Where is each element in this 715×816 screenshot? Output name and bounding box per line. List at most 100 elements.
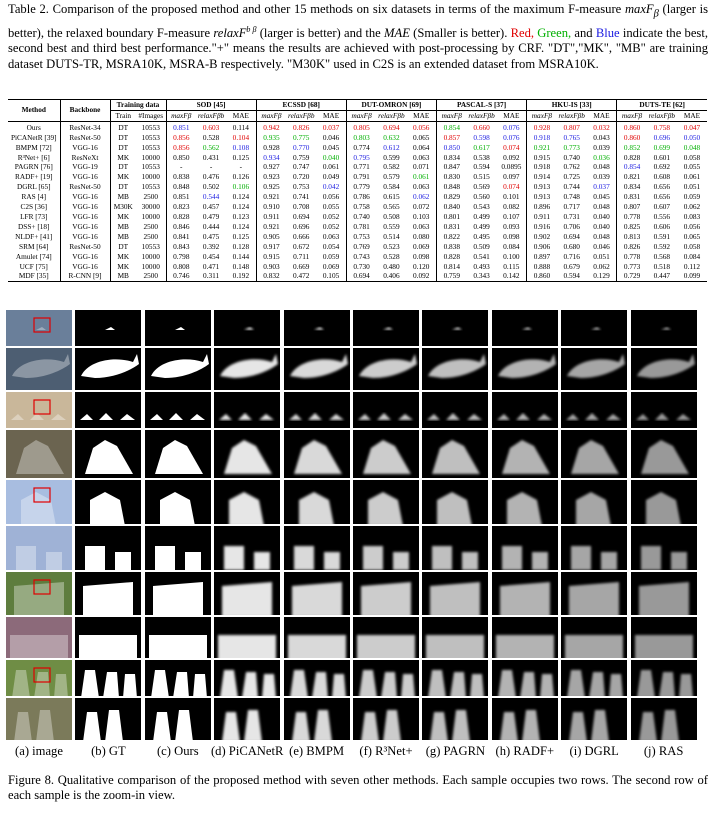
score-cell: 0.047 <box>683 122 701 132</box>
saliency-map <box>144 526 211 570</box>
score-cell: 0.921 <box>526 142 557 153</box>
header-backbone: Backbone <box>59 99 110 122</box>
score-cell: 0.807 <box>563 122 580 132</box>
header-images: #Images <box>136 110 166 122</box>
blue-legend-word: Blue <box>595 26 620 40</box>
score-cell: 0.098 <box>503 231 520 241</box>
method-cell: C2S [36] <box>20 202 48 212</box>
saliency-map <box>561 480 628 524</box>
score-cell: 0.915 <box>526 152 557 163</box>
table-row: DSS+ [18] VGG-16 MB 2500 0.846 0.444 0.124 0.92… <box>8 221 707 232</box>
score-cell: 0.040 <box>593 221 610 231</box>
table-caption: Table 2. Comparison of the proposed meth… <box>8 2 708 71</box>
score-cell: 0.518 <box>653 261 671 271</box>
header-metric: maxFβ <box>165 110 197 122</box>
train-cell: MK <box>109 211 136 222</box>
score-cell: 0.042 <box>322 182 340 192</box>
score-cell: 0.105 <box>316 271 347 283</box>
header-dataset: ECSSD [68] <box>255 99 347 111</box>
method-cell: R³Net+ [6] <box>17 152 50 162</box>
score-cell: 0.832 <box>255 271 287 283</box>
backbone-cell: ResNet-34 <box>59 121 110 133</box>
header-metric: maxFβ <box>255 110 287 122</box>
score-cell: 0.860 <box>616 132 647 143</box>
score-cell: 0.791 <box>345 172 377 183</box>
saliency-map <box>561 392 628 428</box>
images-cell: 2500 <box>136 271 166 283</box>
results-table: Method Backbone Training data SOD [45] E… <box>8 99 707 283</box>
score-cell: 0.471 <box>202 261 220 271</box>
score-cell: 0.092 <box>503 152 520 162</box>
score-cell: 0.106 <box>232 182 250 192</box>
score-cell: 0.069 <box>322 261 340 271</box>
score-cell: 0.108 <box>232 142 250 152</box>
saliency-map <box>75 430 142 478</box>
figure-column-label: (d) PiCANetR <box>210 744 284 758</box>
input-image-thumbnail <box>6 310 72 346</box>
score-cell: 0.854 <box>435 121 467 133</box>
score-cell: 0.725 <box>563 172 580 182</box>
header-metric: MAE <box>676 110 707 122</box>
score-cell: 0.830 <box>435 172 467 183</box>
score-cell: 0.856 <box>165 132 197 143</box>
score-cell: 0.731 <box>563 211 580 221</box>
score-cell: 0.058 <box>683 152 701 162</box>
saliency-map <box>283 480 350 524</box>
score-cell: 0.592 <box>653 241 671 251</box>
images-cell: 10553 <box>141 182 160 192</box>
score-cell: 0.115 <box>503 261 520 271</box>
saliency-map <box>630 617 697 658</box>
score-cell: 0.910 <box>255 202 287 212</box>
score-cell: 0.431 <box>202 152 220 162</box>
score-cell: 0.502 <box>202 182 220 192</box>
input-image-thumbnail <box>6 617 72 658</box>
score-cell: 0.762 <box>563 162 580 172</box>
saliency-map <box>561 526 628 570</box>
score-cell: 0.778 <box>616 211 647 222</box>
saliency-map <box>144 698 211 740</box>
train-cell: DT <box>109 241 136 252</box>
backbone-cell: R-CNN [9] <box>59 271 110 283</box>
score-cell: 0.099 <box>676 271 707 283</box>
backbone-cell: VGG-16 <box>59 251 110 262</box>
backbone-cell: VGG-16 <box>59 192 110 203</box>
backbone-cell: VGG-19 <box>59 162 110 173</box>
score-cell: 0.565 <box>383 202 400 212</box>
score-cell: 0.192 <box>226 271 257 283</box>
input-image-thumbnail <box>6 526 72 570</box>
saliency-map <box>561 348 628 390</box>
saliency-map <box>214 526 281 570</box>
method-cell: DSS+ [18] <box>18 221 50 231</box>
score-cell: 0.056 <box>683 221 701 231</box>
score-cell: 0.717 <box>563 202 580 212</box>
score-cell: 0.074 <box>503 182 520 192</box>
score-cell: 0.934 <box>255 152 287 163</box>
figure-column-label: (b) GT <box>91 744 126 758</box>
score-cell: 0.808 <box>165 261 197 272</box>
method-cell: MDF [35] <box>8 271 60 283</box>
score-cell: 0.544 <box>202 192 220 202</box>
score-cell: 0.905 <box>255 231 287 242</box>
score-cell: 0.825 <box>616 221 647 232</box>
saliency-map <box>491 572 558 615</box>
backbone-cell: VGG-16 <box>59 142 110 153</box>
saliency-map <box>214 430 281 478</box>
table-row: RADF+ [19] VGG-16 MK 10000 0.838 0.476 0.126 0.… <box>8 172 707 183</box>
header-metric: MAE <box>586 110 617 122</box>
score-cell: 0.821 <box>616 172 647 183</box>
score-cell: 0.065 <box>683 231 701 241</box>
score-cell: 0.918 <box>526 132 557 143</box>
saliency-map <box>630 698 697 740</box>
saliency-map <box>491 348 558 390</box>
score-cell: 0.925 <box>255 182 287 193</box>
score-cell: 0.045 <box>593 192 610 202</box>
table-row: SRM [64] ResNet-50 DT 10553 0.843 0.392 0.128 0… <box>8 241 707 252</box>
table-row: RAS [4] VGG-16 MB 2500 0.851 0.544 0.124 0.921 0… <box>8 192 707 203</box>
saliency-map <box>144 310 211 346</box>
saliency-map <box>353 698 419 740</box>
score-cell: 0.311 <box>196 271 227 283</box>
saliency-map <box>144 430 211 478</box>
score-cell: 0.841 <box>165 231 197 242</box>
saliency-map <box>144 617 211 658</box>
green-legend-word: Green, <box>537 26 572 40</box>
